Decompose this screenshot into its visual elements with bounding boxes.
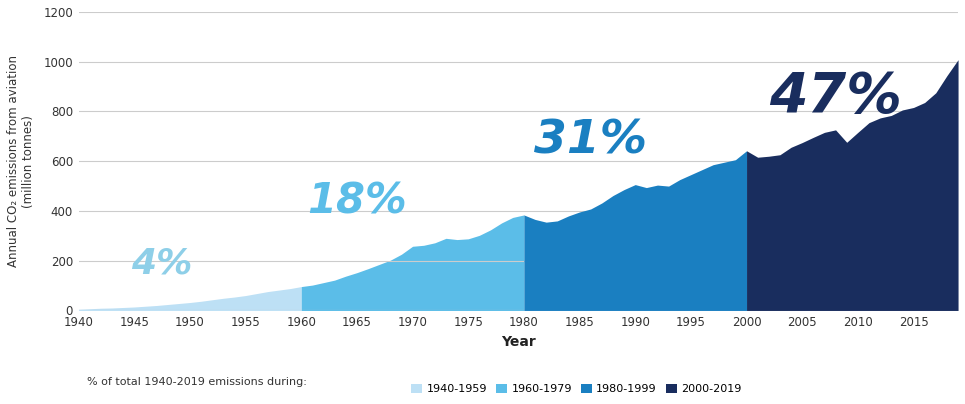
Text: 18%: 18% (307, 180, 407, 222)
X-axis label: Year: Year (501, 335, 536, 349)
Y-axis label: Annual CO₂ emissions from aviation
(million tonnes): Annual CO₂ emissions from aviation (mill… (7, 55, 35, 267)
Text: 47%: 47% (769, 69, 902, 124)
Text: 4%: 4% (131, 246, 193, 280)
Text: 31%: 31% (534, 119, 648, 164)
Legend: 1940-1959, 1960-1979, 1980-1999, 2000-2019: 1940-1959, 1960-1979, 1980-1999, 2000-20… (411, 384, 742, 394)
Text: % of total 1940-2019 emissions during:: % of total 1940-2019 emissions during: (87, 377, 307, 387)
